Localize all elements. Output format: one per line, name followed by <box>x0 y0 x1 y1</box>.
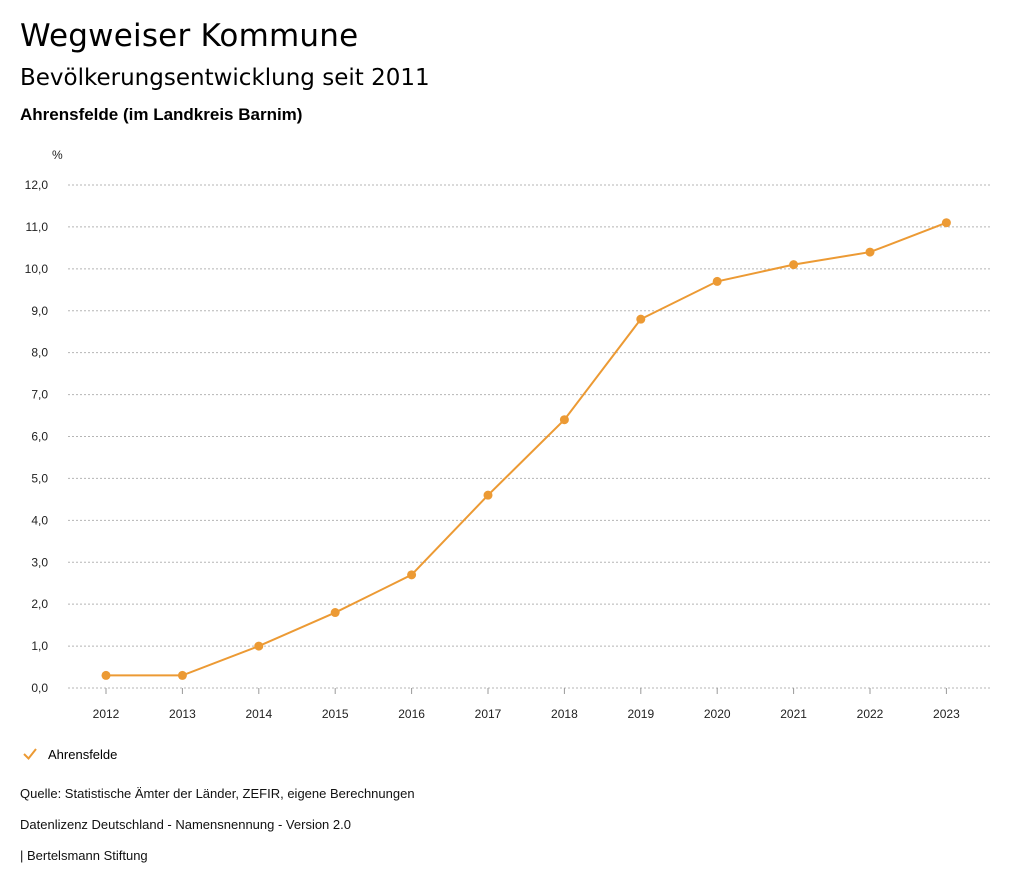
y-tick-label: 2,0 <box>31 597 48 611</box>
x-tick-label: 2013 <box>169 707 196 721</box>
y-tick-label: 4,0 <box>31 513 48 527</box>
data-point[interactable]: 2014: 1 <box>254 641 264 651</box>
x-tick-label: 2021 <box>780 707 807 721</box>
series-line <box>106 221 947 677</box>
x-tick-label: 2016 <box>398 707 425 721</box>
x-tick-label: 2022 <box>857 707 884 721</box>
y-tick-label: 12,0 <box>25 178 49 192</box>
data-point[interactable]: 2017: 4.6 <box>483 490 493 500</box>
data-point[interactable]: 2021: 10.1 <box>789 260 799 270</box>
y-tick-label: 7,0 <box>31 388 48 402</box>
chart-subtitle: Bevölkerungsentwicklung seit 2011 <box>20 65 430 91</box>
y-tick-label: 5,0 <box>31 471 48 485</box>
x-tick-label: 2020 <box>704 707 731 721</box>
x-tick-label: 2017 <box>475 707 502 721</box>
x-tick-label: 2018 <box>551 707 578 721</box>
region-label: Ahrensfelde (im Landkreis Barnim) <box>20 105 303 124</box>
data-point[interactable]: 2015: 1.8 <box>330 608 340 618</box>
data-point[interactable]: 2022: 10.4 <box>865 247 875 257</box>
y-tick-label: 9,0 <box>31 304 48 318</box>
legend[interactable]: Ahrensfelde <box>20 744 117 764</box>
data-point[interactable]: 2023: 11.1 <box>941 218 951 228</box>
license-note: Datenlizenz Deutschland - Namensnennung … <box>20 817 351 832</box>
publisher-note: | Bertelsmann Stiftung <box>20 848 148 863</box>
data-point[interactable]: 2012: 0.3 <box>101 670 111 680</box>
y-tick-label: 8,0 <box>31 346 48 360</box>
data-point[interactable]: 2013: 0.3 <box>177 670 187 680</box>
y-tick-label: 0,0 <box>31 681 48 695</box>
x-tick-label: 2019 <box>627 707 654 721</box>
data-point[interactable]: 2016: 2.7 <box>407 570 417 580</box>
y-tick-label: 10,0 <box>25 262 49 276</box>
x-tick-label: 2014 <box>245 707 272 721</box>
y-tick-label: 3,0 <box>31 555 48 569</box>
y-tick-label: 1,0 <box>31 639 48 653</box>
source-note: Quelle: Statistische Ämter der Länder, Z… <box>20 786 415 801</box>
legend-label: Ahrensfelde <box>48 746 118 762</box>
checkmark-icon <box>23 748 37 761</box>
x-tick-label: 2015 <box>322 707 349 721</box>
page-title: Wegweiser Kommune <box>20 18 359 54</box>
x-tick-label: 2023 <box>933 707 960 721</box>
data-point[interactable]: 2019: 8.8 <box>636 314 646 324</box>
y-tick-label: 6,0 <box>31 430 48 444</box>
y-tick-label: 11,0 <box>26 220 49 234</box>
x-tick-label: 2012 <box>93 707 120 721</box>
data-point[interactable]: 2020: 9.7 <box>712 276 722 286</box>
line-chart: % 0,0 1,0 2,0 3,0 4,0 5,0 6,0 7,0 8,0 9,0 10,0 11,0… <box>25 148 990 721</box>
y-unit-label: % <box>52 148 63 162</box>
data-point[interactable]: 2018: 6.4 <box>559 415 569 425</box>
